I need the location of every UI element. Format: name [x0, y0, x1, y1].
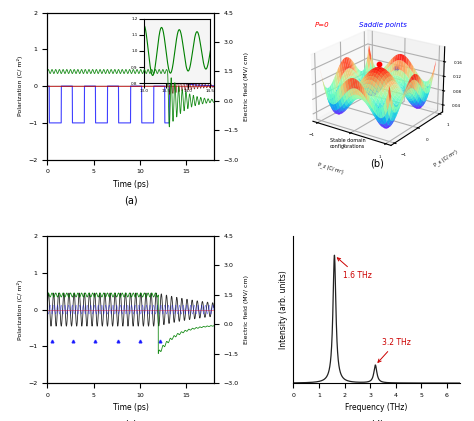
Y-axis label: Polarization (C/ m²): Polarization (C/ m²) — [17, 280, 23, 340]
X-axis label: Time (ps): Time (ps) — [113, 403, 148, 413]
Text: (b): (b) — [370, 159, 383, 169]
Y-axis label: Electric field (MV/ cm): Electric field (MV/ cm) — [244, 275, 249, 344]
Text: (c): (c) — [124, 419, 137, 421]
Y-axis label: Polarization (C/ m²): Polarization (C/ m²) — [17, 56, 23, 116]
Y-axis label: P_x (C/ m²): P_x (C/ m²) — [433, 149, 458, 168]
Text: 3.2 THz: 3.2 THz — [378, 338, 410, 362]
Text: (a): (a) — [124, 196, 137, 206]
Text: 1.6 THz: 1.6 THz — [337, 258, 372, 280]
X-axis label: Time (ps): Time (ps) — [113, 180, 148, 189]
X-axis label: P_z (C/ m²): P_z (C/ m²) — [317, 162, 344, 175]
Text: Saddle points: Saddle points — [359, 22, 407, 28]
Text: (d): (d) — [370, 419, 383, 421]
Y-axis label: Electric field (MV/ cm): Electric field (MV/ cm) — [244, 52, 249, 121]
Text: Stable domain
configurations: Stable domain configurations — [329, 138, 365, 149]
Y-axis label: Intensity (arb. units): Intensity (arb. units) — [279, 270, 288, 349]
X-axis label: Frequency (THz): Frequency (THz) — [346, 403, 408, 413]
Text: P=0: P=0 — [315, 22, 329, 28]
